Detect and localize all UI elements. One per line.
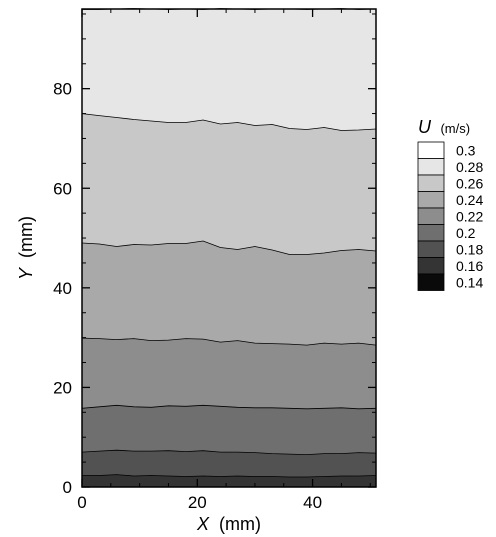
- y-tick-label: 80: [53, 80, 72, 99]
- contour-line: [82, 474, 377, 478]
- colorbar-swatches: [417, 141, 445, 291]
- colorbar-unit: (m/s): [440, 121, 470, 136]
- x-tick-label: 0: [77, 493, 86, 512]
- colorbar-title: U (m/s): [418, 117, 470, 137]
- contour-band: [82, 474, 376, 487]
- colorbar-swatch: [417, 191, 445, 209]
- contour-line: [81, 240, 377, 255]
- x-axis-label: X (mm): [196, 514, 261, 534]
- contour-band: [82, 113, 376, 255]
- contour-band: [82, 405, 376, 455]
- contour-band: [82, 241, 376, 346]
- colorbar-label: 0.14: [456, 275, 483, 291]
- x-axis-unit: (mm): [219, 514, 261, 534]
- colorbar-labels: 0.30.280.260.240.220.20.180.160.14: [456, 143, 483, 291]
- contour-line: [81, 337, 377, 346]
- colorbar-label: 0.18: [456, 242, 483, 258]
- x-tick-label: 20: [188, 493, 207, 512]
- y-axis-unit: (mm): [16, 216, 36, 258]
- colorbar-swatch: [417, 174, 445, 192]
- colorbar-swatch: [417, 207, 445, 225]
- y-tick-label: 0: [63, 478, 72, 497]
- colorbar-swatch: [417, 224, 445, 242]
- colorbar-swatch: [417, 257, 445, 275]
- colorbar-label: 0.22: [456, 209, 483, 225]
- colorbar-label: 0.26: [456, 176, 483, 192]
- contour-band: [82, 338, 376, 409]
- colorbar-swatch: [417, 158, 445, 176]
- colorbar-label: 0.2: [456, 225, 476, 241]
- colorbar-label: 0.28: [456, 159, 483, 175]
- colorbar-label: 0.3: [456, 143, 476, 159]
- colorbar-variable: U: [418, 117, 432, 137]
- colorbar-legend: U (m/s) 0.30.280.260.240.220.20.180.160.…: [417, 117, 483, 291]
- y-tick-label: 40: [53, 279, 72, 298]
- axis-ticks: [81, 9, 376, 488]
- contour-band: [82, 450, 376, 477]
- colorbar-swatch: [417, 273, 445, 291]
- plot-frame: [81, 8, 377, 488]
- contour-band: [82, 8, 376, 131]
- y-axis-variable: Y: [16, 266, 36, 280]
- contour-line: [81, 404, 377, 410]
- contour-line: [81, 449, 377, 456]
- x-tick-label: 40: [303, 493, 322, 512]
- y-tick-label: 20: [53, 378, 72, 397]
- contour-bands: [82, 8, 376, 487]
- colorbar-swatch: [417, 141, 445, 159]
- colorbar-swatch: [417, 240, 445, 258]
- y-axis-label: Y (mm): [16, 216, 36, 280]
- y-tick-label: 60: [53, 179, 72, 198]
- colorbar-label: 0.24: [456, 192, 483, 208]
- colorbar-label: 0.16: [456, 258, 483, 274]
- x-axis-variable: X: [196, 514, 210, 534]
- axis-tick-labels: 0 20 40 60 80 0 20 40: [53, 80, 322, 512]
- contour-line: [81, 113, 377, 131]
